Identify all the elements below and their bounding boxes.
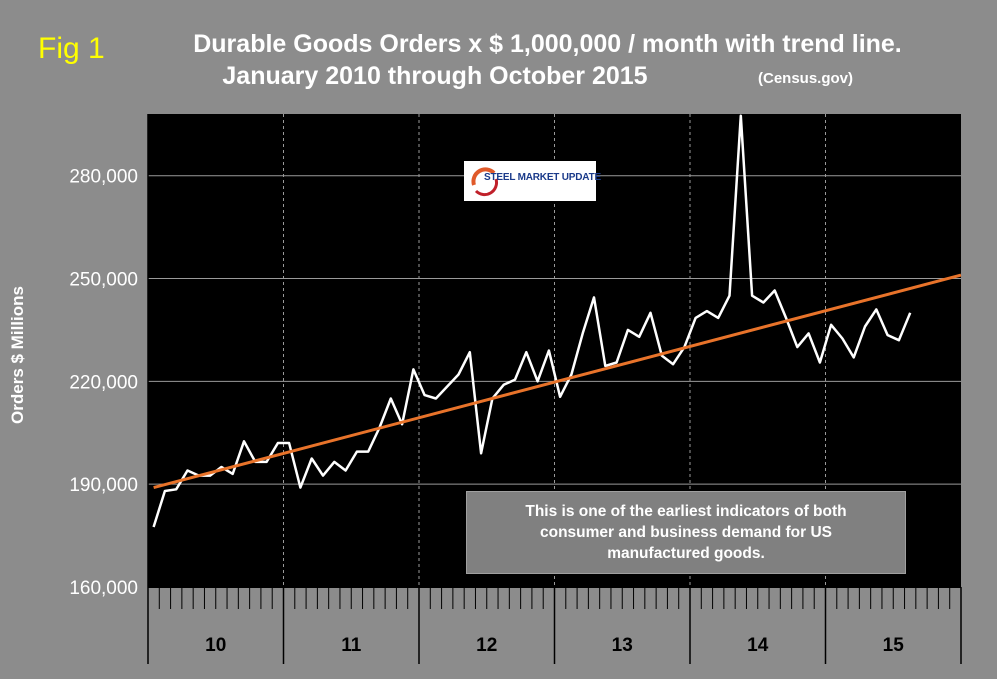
logo-text: STEEL MARKET UPDATE [484,172,601,183]
x-tick-label: 13 [612,635,633,656]
annotation-box: This is one of the earliest indicators o… [466,491,906,574]
orders-series-line [152,114,912,528]
y-tick-labels: 160,000 190,000 220,000 250,000 280,000 [69,167,138,599]
series-layer [152,114,962,528]
grid-lines [148,114,961,587]
steel-market-update-logo: STEEL MARKET UPDATE [464,161,601,201]
chart-title: Durable Goods Orders x $ 1,000,000 / mon… [193,30,902,58]
y-tick-label: 250,000 [69,270,138,291]
trend-line [153,273,962,490]
x-tick-labels: 10 11 12 13 14 15 [205,635,904,656]
chart-subtitle: January 2010 through October 2015 [222,62,648,90]
logo-swirl-icon [471,167,499,197]
x-tick-label: 15 [883,635,905,656]
y-tick-label: 190,000 [69,475,138,496]
y-tick-label: 160,000 [69,578,138,599]
y-tick-label: 280,000 [69,167,138,188]
source-label: (Census.gov) [758,70,854,87]
x-tick-label: 12 [476,635,497,656]
x-tick-label: 14 [747,635,769,656]
x-tick-label: 10 [205,635,226,656]
figure-label: Fig 1 [38,32,105,65]
x-tick-label: 11 [341,635,362,656]
y-tick-label: 220,000 [69,372,138,393]
x-axis [147,114,962,664]
